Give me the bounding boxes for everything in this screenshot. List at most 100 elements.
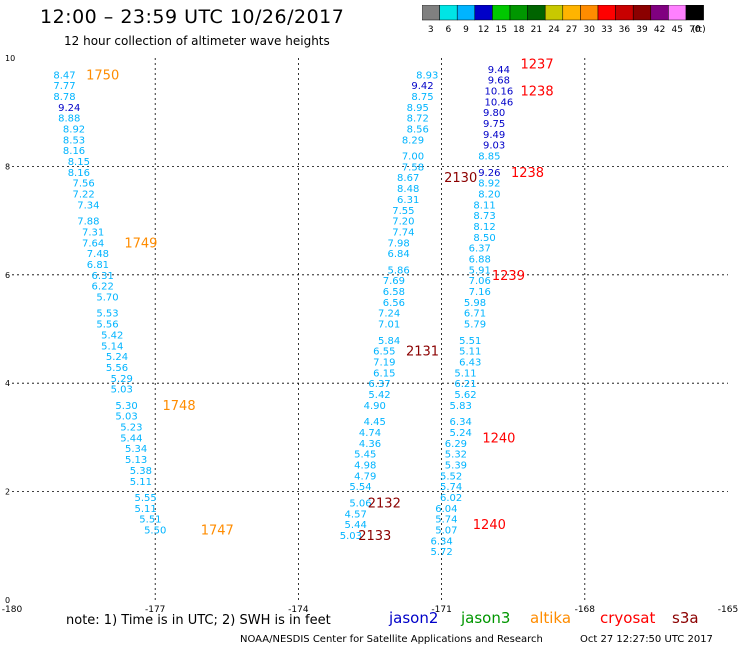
swh-value-label: 9.26 bbox=[478, 168, 500, 179]
swh-value-label: 8.20 bbox=[478, 190, 500, 201]
time-label: 2133 bbox=[358, 529, 391, 544]
swh-value-label: 8.50 bbox=[473, 233, 495, 244]
colorbar-tick: 9 bbox=[463, 25, 469, 35]
swh-value-label: 8.12 bbox=[473, 222, 495, 233]
swh-value-label: 9.24 bbox=[58, 103, 80, 114]
swh-value-label: 6.58 bbox=[383, 287, 405, 298]
swh-value-label: 8.48 bbox=[397, 184, 419, 195]
swh-value-label: 6.15 bbox=[373, 368, 395, 379]
swh-value-label: 5.03 bbox=[111, 385, 133, 396]
swh-value-label: 5.56 bbox=[106, 363, 128, 374]
swh-value-label: 6.81 bbox=[87, 260, 109, 271]
swh-value-label: 5.13 bbox=[125, 455, 147, 466]
swh-value-label: 5.14 bbox=[101, 341, 123, 352]
swh-value-label: 6.43 bbox=[459, 358, 481, 369]
time-label: 1749 bbox=[124, 236, 157, 251]
swh-value-label: 7.24 bbox=[378, 309, 400, 320]
swh-value-label: 9.42 bbox=[411, 81, 433, 92]
colorbar-tick: 30 bbox=[583, 25, 595, 35]
colorbar-tick: 70 bbox=[689, 25, 701, 35]
swh-value-label: 5.56 bbox=[96, 320, 118, 331]
swh-value-label: 6.22 bbox=[92, 282, 114, 293]
swh-value-label: 10.16 bbox=[485, 87, 514, 98]
colorbar-tick: 27 bbox=[566, 25, 577, 35]
swh-value-label: 8.16 bbox=[68, 168, 90, 179]
swh-value-label: 8.29 bbox=[402, 135, 424, 146]
swh-value-label: 6.31 bbox=[92, 271, 114, 282]
y-tick-label: 6 bbox=[5, 271, 10, 280]
swh-value-label: 5.06 bbox=[349, 498, 371, 509]
legend-jason3: jason3 bbox=[461, 609, 511, 627]
colorbar-tick: 33 bbox=[601, 25, 612, 35]
swh-value-label: 7.06 bbox=[469, 276, 491, 287]
swh-value-label: 8.88 bbox=[58, 114, 80, 125]
time-label: 2132 bbox=[368, 496, 401, 511]
legend-s3a: s3a bbox=[672, 609, 699, 627]
swh-value-label: 5.84 bbox=[378, 336, 400, 347]
colorbar-tick: 42 bbox=[654, 25, 665, 35]
footnote: note: 1) Time is in UTC; 2) SWH is in fe… bbox=[66, 613, 331, 628]
colorbar-tick: 45 bbox=[671, 25, 682, 35]
swh-value-label: 7.56 bbox=[72, 179, 94, 190]
swh-value-label: 9.75 bbox=[483, 119, 505, 130]
swh-value-label: 5.51 bbox=[139, 515, 161, 526]
swh-value-label: 7.55 bbox=[392, 206, 414, 217]
colorbar-tick: 21 bbox=[531, 25, 542, 35]
swh-value-label: 8.92 bbox=[478, 179, 500, 190]
swh-value-label: 6.84 bbox=[388, 249, 410, 260]
swh-value-label: 5.42 bbox=[368, 390, 390, 401]
swh-value-label: 7.20 bbox=[392, 217, 414, 228]
swh-value-label: 4.57 bbox=[345, 509, 367, 520]
swh-value-label: 9.44 bbox=[488, 65, 510, 76]
swh-value-label: 5.74 bbox=[435, 515, 457, 526]
swh-value-label: 9.68 bbox=[488, 76, 510, 87]
swh-value-label: 7.77 bbox=[53, 81, 75, 92]
swh-value-label: 7.01 bbox=[378, 320, 400, 331]
swh-value-label: 6.04 bbox=[435, 504, 457, 515]
swh-value-label: 6.56 bbox=[383, 298, 405, 309]
legend-altika: altika bbox=[530, 609, 572, 627]
swh-value-label: 5.24 bbox=[106, 352, 128, 363]
colorbar-tick: 12 bbox=[478, 25, 489, 35]
swh-value-label: 5.98 bbox=[464, 298, 486, 309]
x-tick-label: -180 bbox=[2, 605, 23, 615]
swh-value-label: 5.44 bbox=[120, 433, 142, 444]
credit-line: NOAA/NESDIS Center for Satellite Applica… bbox=[240, 634, 543, 645]
swh-value-label: 9.49 bbox=[483, 130, 505, 141]
swh-value-label: 6.34 bbox=[450, 417, 472, 428]
swh-value-label: 5.62 bbox=[454, 390, 476, 401]
swh-value-label: 7.64 bbox=[82, 238, 104, 249]
swh-value-label: 4.79 bbox=[354, 471, 376, 482]
swh-value-label: 7.00 bbox=[402, 152, 424, 163]
swh-value-label: 6.37 bbox=[368, 379, 390, 390]
colorbar-tick: 15 bbox=[495, 25, 506, 35]
swh-value-label: 5.11 bbox=[459, 347, 481, 358]
swh-value-label: 5.52 bbox=[440, 471, 462, 482]
swh-value-label: 5.72 bbox=[430, 547, 452, 558]
swh-value-label: 5.11 bbox=[130, 477, 152, 488]
y-tick-label: 0 bbox=[5, 596, 10, 605]
swh-value-label: 6.37 bbox=[469, 244, 491, 255]
chart-title: 12:00 – 23:59 UTC 10/26/2017 bbox=[40, 6, 345, 28]
swh-value-label: 5.70 bbox=[96, 292, 118, 303]
colorbar-tick: 24 bbox=[548, 25, 560, 35]
y-tick-label: 2 bbox=[5, 488, 10, 497]
x-tick-label: -177 bbox=[145, 605, 165, 615]
swh-value-label: 6.34 bbox=[430, 536, 452, 547]
swh-value-label: 6.31 bbox=[397, 195, 419, 206]
swh-value-label: 8.72 bbox=[407, 114, 429, 125]
swh-value-label: 5.54 bbox=[349, 482, 371, 493]
swh-value-label: 9.80 bbox=[483, 108, 505, 119]
swh-value-label: 8.67 bbox=[397, 173, 419, 184]
swh-value-label: 5.39 bbox=[445, 461, 467, 472]
time-label: 1239 bbox=[492, 269, 525, 284]
time-label: 1237 bbox=[521, 57, 554, 72]
swh-value-label: 6.29 bbox=[445, 439, 467, 450]
swh-value-label: 8.73 bbox=[473, 211, 495, 222]
swh-value-label: 7.58 bbox=[402, 162, 424, 173]
swh-value-label: 5.29 bbox=[111, 374, 133, 385]
swh-value-label: 5.07 bbox=[435, 526, 457, 537]
swh-value-label: 7.98 bbox=[388, 238, 410, 249]
swh-value-label: 7.16 bbox=[469, 287, 491, 298]
colorbar-tick: 3 bbox=[428, 25, 434, 35]
